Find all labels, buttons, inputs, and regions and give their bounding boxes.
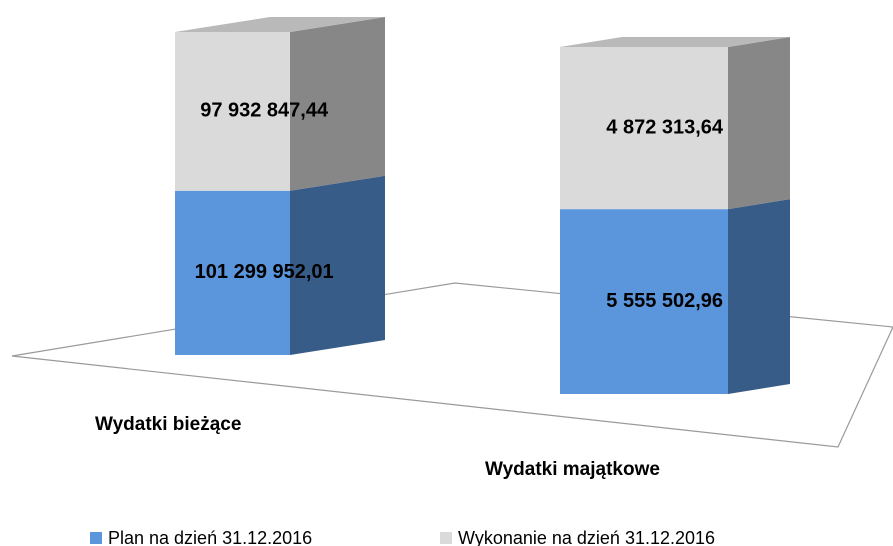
legend-swatch xyxy=(90,532,102,544)
bar-face xyxy=(728,199,790,394)
bar-segment xyxy=(560,199,790,394)
data-label: 4 872 313,64 xyxy=(606,116,724,138)
bar-face xyxy=(290,17,385,191)
bar-face xyxy=(175,190,290,355)
bar-face xyxy=(290,175,385,355)
bar-face xyxy=(175,17,385,32)
bar-face xyxy=(560,209,728,394)
bar-segment xyxy=(560,37,790,210)
legend-label: Plan na dzień 31.12.2016 xyxy=(108,528,312,546)
bar-face xyxy=(560,47,728,210)
bar-face xyxy=(728,37,790,210)
legend-label: Wykonanie na dzień 31.12.2016 xyxy=(458,528,715,546)
x-category-label: Wydatki bieżące xyxy=(95,414,241,435)
data-label: 101 299 952,01 xyxy=(195,261,334,283)
bar-segment xyxy=(175,17,385,191)
legend-swatch xyxy=(440,532,452,544)
bar-face xyxy=(175,32,290,191)
data-label: 5 555 502,96 xyxy=(606,290,723,312)
data-label: 97 932 847,44 xyxy=(200,100,329,122)
bar-segment xyxy=(175,175,385,355)
x-category-label: Wydatki majątkowe xyxy=(485,459,660,480)
bar-face xyxy=(560,37,790,47)
